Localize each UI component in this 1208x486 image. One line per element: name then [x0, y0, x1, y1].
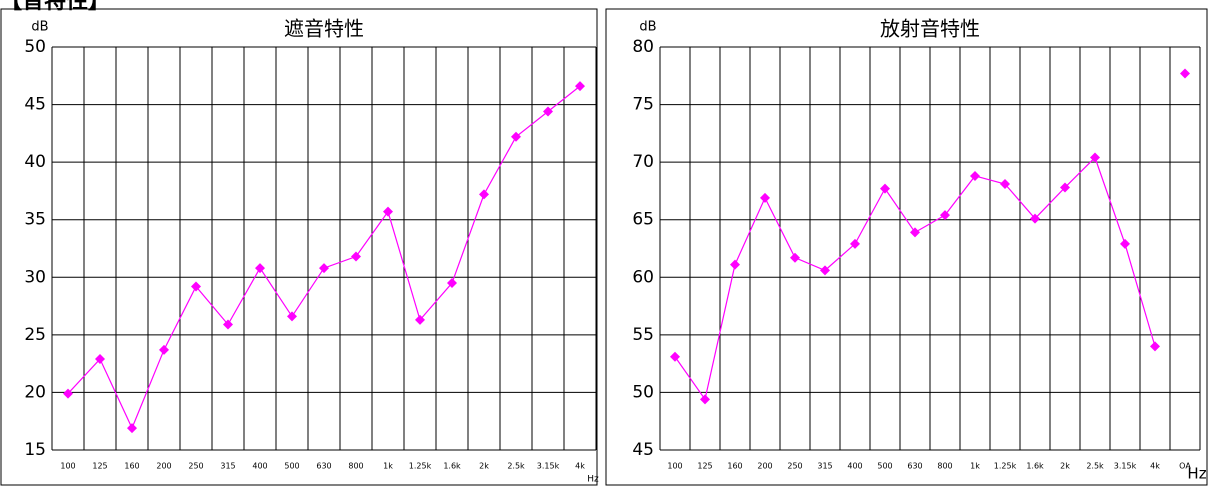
data-point [95, 354, 105, 365]
x-tick-label: 315 [220, 462, 235, 471]
data-point [910, 227, 920, 238]
data-point [511, 131, 521, 142]
x-tick-label: 200 [757, 462, 772, 471]
y-tick-label: 15 [24, 440, 46, 460]
data-point [820, 265, 830, 276]
x-tick-label: 100 [60, 462, 75, 471]
x-tick-label: 800 [348, 462, 363, 471]
data-point [159, 344, 169, 355]
data-point [255, 263, 265, 274]
data-point [730, 259, 740, 270]
x-tick-label: 315 [817, 462, 832, 471]
data-point [1000, 179, 1010, 190]
x-tick-label: 125 [697, 462, 712, 471]
x-tick-label: 4k [575, 462, 585, 471]
x-tick-label: 3.15k [537, 462, 560, 471]
data-point [287, 311, 297, 322]
y-tick-label: 60 [632, 267, 654, 287]
x-tick-label: 1.25k [409, 462, 432, 471]
chart-title: 遮音特性 [284, 17, 364, 41]
x-tick-label: 160 [727, 462, 742, 471]
x-tick-label: 630 [907, 462, 922, 471]
series-line [674, 156, 1156, 401]
y-tick-label: 50 [24, 37, 46, 57]
x-tick-label: 200 [156, 462, 171, 471]
data-point [1030, 213, 1040, 224]
data-point [63, 388, 73, 399]
x-tick-label: 160 [124, 462, 139, 471]
y-tick-label: 80 [632, 37, 654, 57]
x-tick-label: 400 [847, 462, 862, 471]
chart-frame [605, 8, 1208, 486]
x-tick-label: 1k [383, 462, 393, 471]
y-tick-label: 35 [24, 210, 46, 230]
x-tick-label: 500 [284, 462, 299, 471]
data-point [790, 252, 800, 263]
y-tick-label: 20 [24, 382, 46, 402]
data-point [319, 263, 329, 274]
data-point [543, 106, 553, 117]
y-unit: dB [31, 20, 48, 35]
x-tick-label: OA [1179, 462, 1191, 471]
data-point [670, 351, 680, 362]
y-unit: dB [639, 20, 656, 35]
x-tick-label: 250 [188, 462, 203, 471]
data-point [351, 251, 361, 262]
data-point [850, 238, 860, 249]
x-tick-label: 500 [877, 462, 892, 471]
x-tick-label: 250 [787, 462, 802, 471]
y-tick-label: 40 [24, 152, 46, 172]
data-point [880, 183, 890, 194]
series-line [67, 85, 581, 430]
data-point [760, 192, 770, 203]
x-tick-label: 3.15k [1114, 462, 1137, 471]
x-tick-label: 2k [479, 462, 489, 471]
data-point [127, 423, 137, 434]
heading: 【音特性】 [0, 0, 110, 14]
x-tick-label: 2.5k [507, 462, 525, 471]
x-unit: Hz [1187, 465, 1206, 483]
y-tick-label: 45 [632, 440, 654, 460]
x-tick-label: 400 [252, 462, 267, 471]
y-tick-label: 45 [24, 95, 46, 115]
y-tick-label: 75 [632, 95, 654, 115]
x-tick-label: 2.5k [1086, 462, 1104, 471]
data-point [479, 189, 489, 200]
chart-frame [0, 8, 598, 486]
data-point [447, 278, 457, 289]
x-tick-label: 125 [92, 462, 107, 471]
data-point [191, 281, 201, 292]
data-point [1060, 182, 1070, 193]
x-tick-label: 4k [1150, 462, 1160, 471]
x-tick-label: 630 [316, 462, 331, 471]
x-tick-label: 1.6k [443, 462, 461, 471]
x-tick-label: 100 [667, 462, 682, 471]
data-point [970, 170, 980, 181]
data-point [940, 210, 950, 221]
data-point [1180, 68, 1190, 79]
x-tick-label: 1.6k [1026, 462, 1044, 471]
x-tick-label: 1.25k [994, 462, 1017, 471]
data-point [383, 206, 393, 217]
x-tick-label: 1k [970, 462, 980, 471]
x-unit: Hz [587, 475, 599, 485]
data-point [1090, 152, 1100, 163]
data-point [700, 394, 710, 405]
y-tick-label: 70 [632, 152, 654, 172]
x-tick-label: 2k [1060, 462, 1070, 471]
x-tick-label: 800 [937, 462, 952, 471]
data-point [575, 81, 585, 92]
y-tick-label: 25 [24, 325, 46, 345]
data-point [1150, 341, 1160, 352]
data-point [415, 314, 425, 325]
data-point [223, 319, 233, 330]
y-tick-label: 30 [24, 267, 46, 287]
y-tick-label: 50 [632, 382, 654, 402]
data-point [1120, 238, 1130, 249]
chart-title: 放射音特性 [880, 17, 980, 41]
y-tick-label: 65 [632, 210, 654, 230]
y-tick-label: 55 [632, 325, 654, 345]
